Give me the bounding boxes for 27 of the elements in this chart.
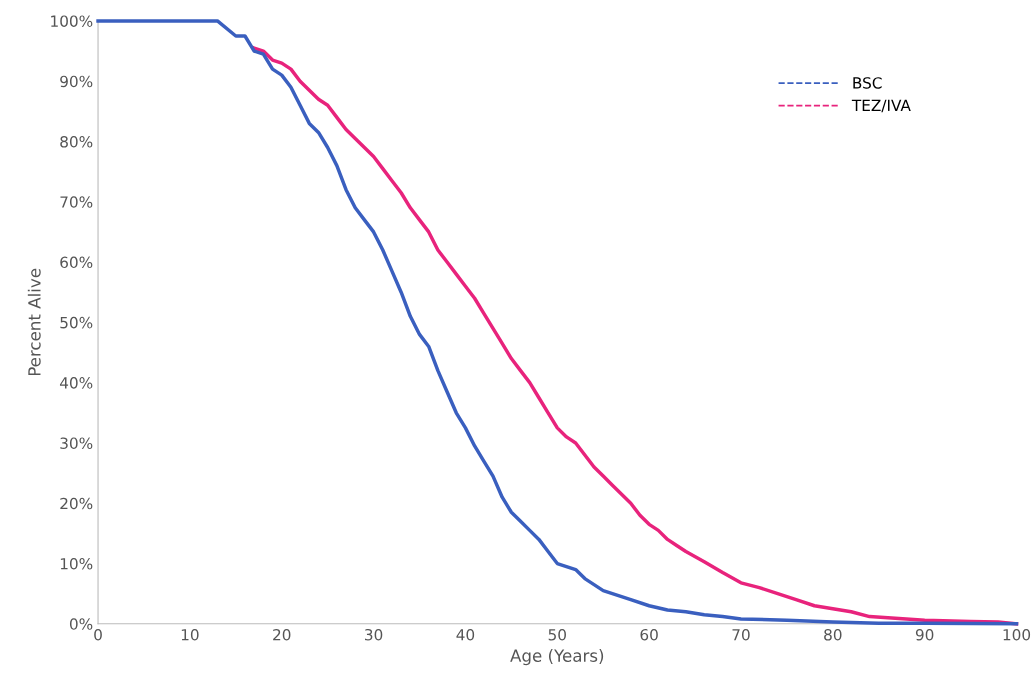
legend-label: TEZ/IVA [851,99,911,113]
x-tick-label: 20 [273,628,291,641]
x-tick-label: 70 [732,628,750,641]
y-tick-label: 70% [60,196,93,208]
x-tick-label: 60 [640,628,658,641]
x-tick-label: 0 [94,628,102,641]
y-tick-label: 100% [51,15,93,27]
x-tick-label: 100 [1003,628,1031,641]
y-tick-label: 60% [60,256,93,269]
x-tick-label: 50 [548,628,566,641]
x-tick-label: 90 [915,628,934,641]
x-axis-title: Age (Years) [510,649,604,666]
line-series [96,19,1019,626]
x-tick-label: 40 [456,628,475,641]
x-tick-label: 30 [365,628,383,641]
x-tick-label: 10 [181,628,199,641]
y-tick-label: 50% [60,316,93,329]
y-tick-label: 30% [60,437,93,449]
x-tick-label: 80 [824,628,842,641]
legend-label: BSC [853,77,882,89]
y-tick-label: 80% [60,135,93,148]
y-tick-label: 90% [60,75,93,88]
y-tick-label: 0% [69,618,93,630]
y-tick-label: 10% [60,557,93,570]
y-axis-title: Percent Alive [27,268,41,376]
y-tick-label: 40% [59,377,93,389]
y-tick-label: 20% [60,497,93,510]
